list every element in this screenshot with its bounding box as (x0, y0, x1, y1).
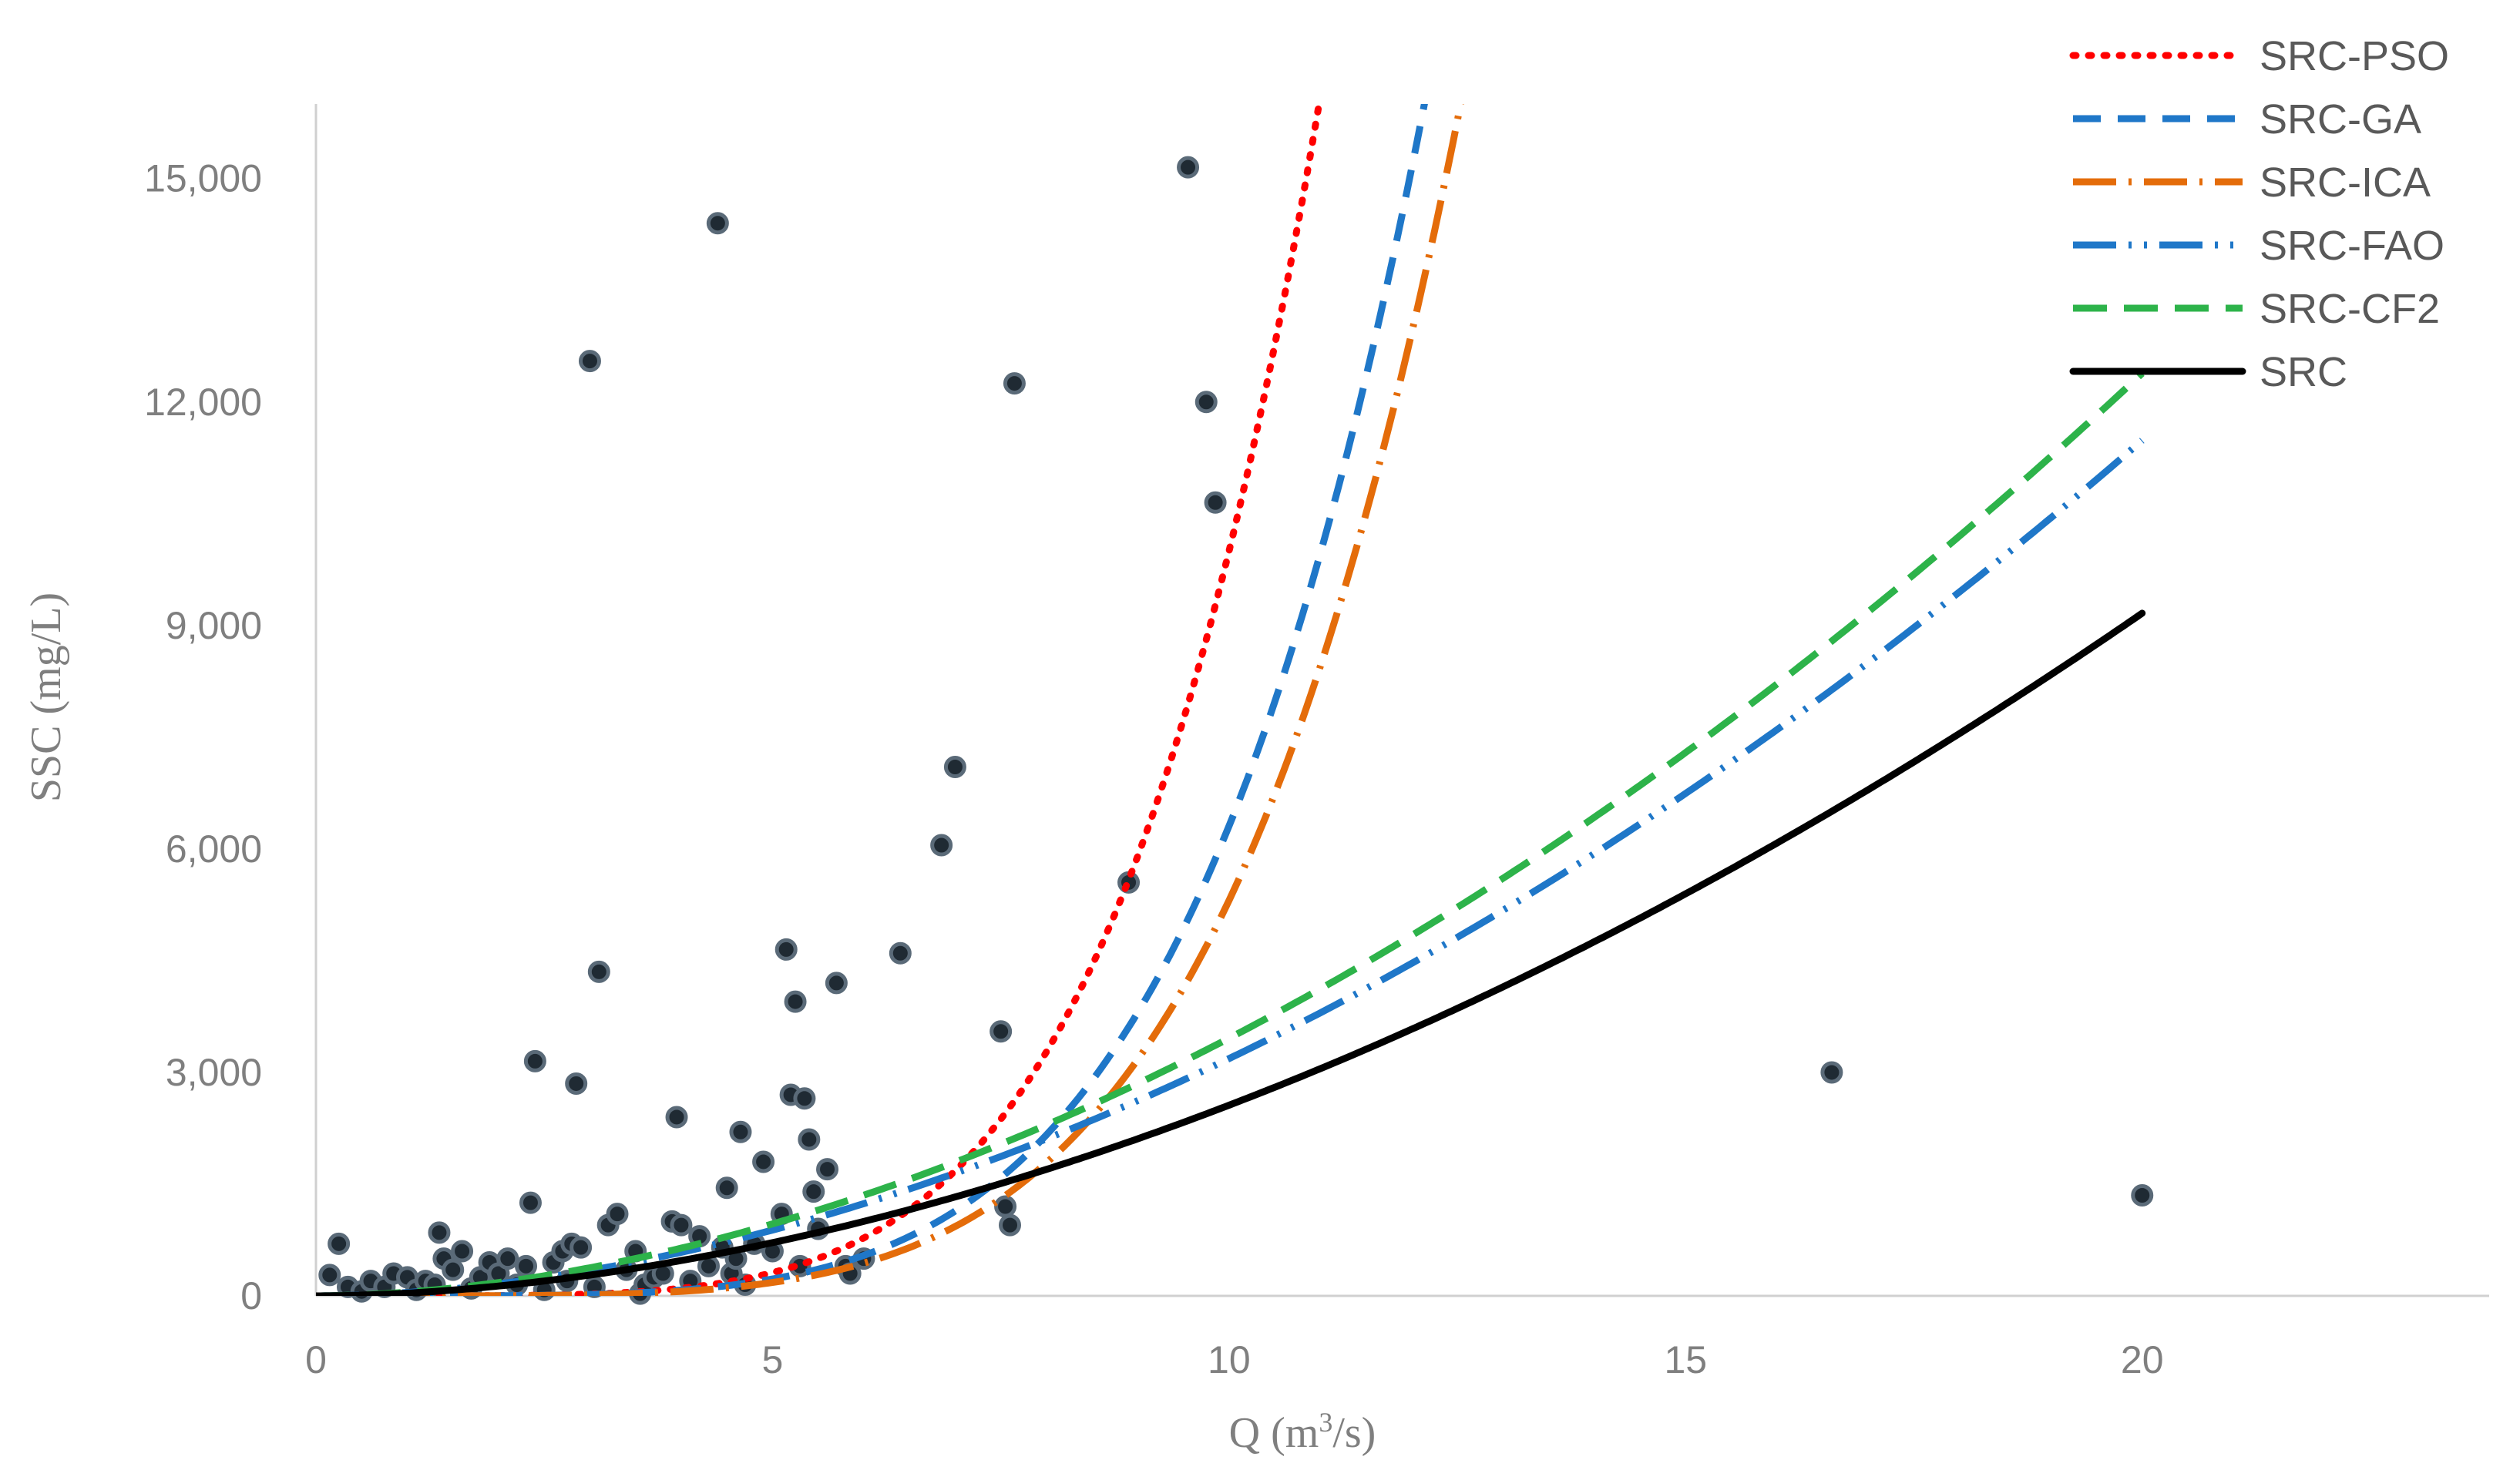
x-tick-labels: 0 5 10 15 20 (305, 1338, 2163, 1381)
observed-points (318, 156, 2154, 1305)
plot-area: 0 3,000 6,000 9,000 12,000 15,000 0 5 10 15 20 (144, 104, 2489, 1381)
observed-point (519, 1191, 542, 1214)
observed-point (318, 1264, 341, 1287)
observed-point (990, 1020, 1013, 1043)
observed-point (1820, 1061, 1843, 1084)
observed-point (1003, 372, 1026, 395)
observed-point (428, 1221, 451, 1244)
observed-point (752, 1150, 775, 1173)
series-line-src-ica (316, 104, 1464, 1296)
observed-point (802, 1180, 825, 1203)
y-tick-label: 6,000 (166, 827, 262, 871)
x-tick-label: 10 (1208, 1338, 1251, 1381)
observed-point (816, 1158, 839, 1181)
legend-label: SRC-GA (2260, 96, 2421, 143)
y-tick-label: 12,000 (144, 381, 262, 424)
observed-point (523, 1049, 546, 1072)
y-tick-label: 0 (240, 1274, 262, 1317)
legend-label: SRC-CF2 (2260, 286, 2440, 332)
y-tick-label: 9,000 (166, 604, 262, 647)
legend: SRC-PSO SRC-GA SRC-ICA SRC-FAO SRC-CF2 SRC (2069, 33, 2449, 395)
observed-point (570, 1236, 593, 1259)
observed-point (515, 1254, 538, 1277)
legend-label: SRC-PSO (2260, 33, 2449, 79)
y-tick-label: 15,000 (144, 157, 262, 200)
x-tick-label: 20 (2121, 1338, 2164, 1381)
observed-point (451, 1240, 474, 1263)
observed-point (889, 941, 912, 965)
observed-point (496, 1247, 519, 1270)
legend-label: SRC-ICA (2260, 159, 2431, 206)
observed-point (706, 212, 729, 235)
series-line-src-ga (316, 104, 1428, 1296)
series-line-src-pso (316, 104, 1323, 1296)
observed-point (665, 1106, 688, 1129)
observed-point (1194, 391, 1218, 414)
observed-point (729, 1120, 752, 1143)
observed-point (930, 834, 953, 857)
y-axis-title: SSC (mg/L) (22, 592, 70, 802)
fitted-curves (316, 104, 2146, 1296)
x-axis-title: Q (m3/s) (1229, 1407, 1376, 1457)
observed-point (784, 990, 807, 1013)
observed-point (774, 938, 798, 961)
observed-point (587, 960, 610, 983)
y-tick-labels: 0 3,000 6,000 9,000 12,000 15,000 (144, 157, 262, 1317)
observed-point (825, 972, 848, 995)
series-line-src (316, 609, 2146, 1296)
observed-point (1204, 491, 1227, 514)
legend-label: SRC-FAO (2260, 223, 2444, 269)
observed-point (328, 1232, 351, 1255)
observed-point (565, 1072, 588, 1095)
observed-point (793, 1087, 816, 1110)
series-line-src-fao (316, 438, 2145, 1296)
observed-point (1177, 156, 1200, 179)
observed-point (670, 1213, 693, 1237)
observed-point (798, 1128, 821, 1151)
observed-point (442, 1258, 465, 1281)
observed-point (606, 1203, 629, 1226)
series-line-src-cf2 (316, 371, 2145, 1296)
y-tick-label: 3,000 (166, 1051, 262, 1094)
legend-label: SRC (2260, 349, 2347, 395)
x-tick-label: 5 (762, 1338, 784, 1381)
x-tick-label: 15 (1664, 1338, 1707, 1381)
observed-point (994, 1195, 1017, 1218)
observed-point (578, 350, 601, 373)
observed-point (715, 1176, 738, 1200)
x-tick-label: 0 (305, 1338, 327, 1381)
observed-point (943, 756, 966, 779)
observed-point (2131, 1183, 2154, 1207)
observed-point (999, 1213, 1022, 1237)
